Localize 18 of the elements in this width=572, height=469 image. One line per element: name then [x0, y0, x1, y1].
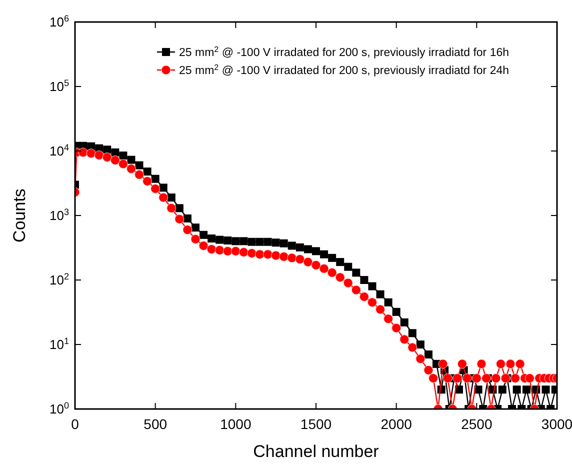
- y-tick-label: 10$^{1}$: [49, 336, 69, 352]
- x-tick-label: 2000: [380, 416, 412, 432]
- x-tick-label: 1500: [300, 416, 332, 432]
- y-tick-label: 10$^{0}$: [49, 400, 69, 417]
- x-tick-label: 1000: [220, 416, 252, 432]
- x-tick-label: 3000: [541, 416, 572, 432]
- x-tick-label: 2500: [461, 416, 492, 432]
- x-tick-label: 0: [71, 416, 80, 432]
- x-axis-title: Channel number: [253, 442, 380, 461]
- y-tick-label: 10$^{6}$: [49, 14, 69, 30]
- legend-label: 25 mm$^{2}$ @ -100 V irradated for 200 s, previously irradiatd for 16h: [179, 44, 510, 60]
- y-tick-label: 10$^{5}$: [49, 78, 69, 94]
- y-tick-label: 10$^{4}$: [49, 142, 69, 159]
- y-tick-label: 10$^{2}$: [49, 272, 69, 288]
- legend-label: 25 mm$^{2}$ @ -100 V irradated for 200 s, previously irradiatd for 24h: [179, 62, 510, 78]
- y-tick-label: 10$^{3}$: [49, 207, 69, 224]
- y-axis-title: Counts: [10, 188, 29, 242]
- x-tick-label: 500: [144, 416, 168, 432]
